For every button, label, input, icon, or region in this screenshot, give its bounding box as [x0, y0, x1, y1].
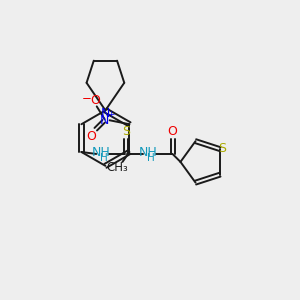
- Text: N: N: [100, 114, 110, 127]
- Text: S: S: [122, 125, 130, 138]
- Text: H: H: [100, 153, 108, 163]
- Text: S: S: [218, 142, 226, 154]
- Text: −: −: [82, 92, 92, 105]
- Text: O: O: [90, 94, 100, 107]
- Text: NH: NH: [92, 146, 111, 160]
- Text: O: O: [168, 125, 178, 138]
- Text: N: N: [101, 107, 110, 120]
- Text: NH: NH: [138, 146, 157, 160]
- Text: H: H: [147, 153, 154, 163]
- Text: +: +: [107, 110, 115, 119]
- Text: CH₃: CH₃: [107, 161, 128, 174]
- Text: O: O: [86, 130, 96, 142]
